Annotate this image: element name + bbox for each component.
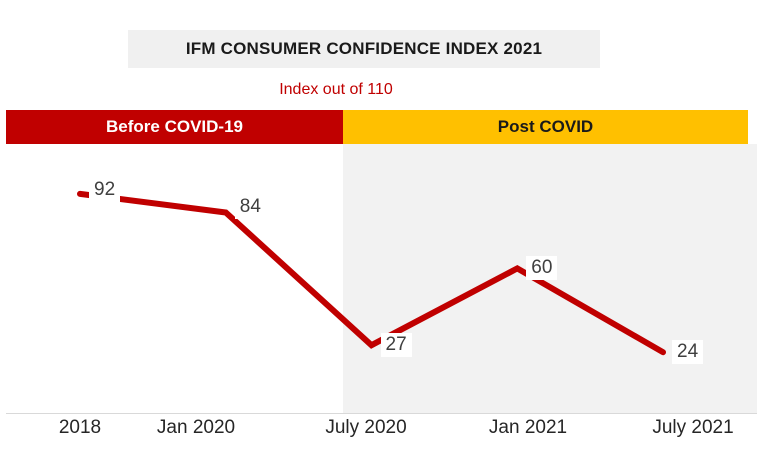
x-axis-label-2018: 2018	[58, 417, 102, 438]
banner-before-covid: Before COVID-19	[6, 110, 343, 144]
x-axis-label-jan-2020: Jan 2020	[156, 417, 236, 438]
chart-title: IFM CONSUMER CONFIDENCE INDEX 2021	[128, 30, 600, 68]
chart-subtitle: Index out of 110	[279, 81, 393, 98]
x-axis-label-jan-2021: Jan 2021	[488, 417, 568, 438]
data-label-july-2021: 24	[672, 340, 704, 365]
x-axis-label-july-2020: July 2020	[325, 417, 407, 438]
data-label-jan-2020: 84	[234, 194, 266, 219]
data-label-2018: 92	[89, 177, 121, 202]
x-axis-label-july-2021: July 2021	[652, 417, 734, 438]
data-label-jan-2021: 60	[526, 256, 558, 281]
data-label-july-2020: 27	[380, 333, 412, 358]
x-axis-line	[6, 413, 757, 414]
banner-post-covid: Post COVID	[343, 110, 748, 144]
